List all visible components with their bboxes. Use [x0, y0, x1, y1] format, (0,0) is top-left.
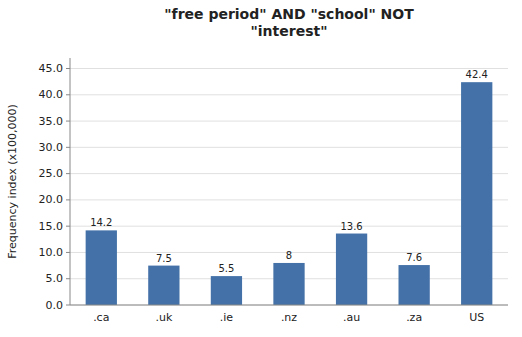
- grid-line: [70, 68, 508, 69]
- data-label: 8: [286, 250, 292, 261]
- y-tick: [66, 305, 70, 306]
- y-tick-label: 15.0: [39, 220, 64, 233]
- y-tick: [66, 68, 70, 69]
- x-tick-label: .au: [343, 311, 360, 324]
- grid: [70, 69, 508, 305]
- grid-line: [70, 121, 508, 122]
- x-tick-label: .ca: [93, 311, 109, 324]
- data-label: 13.6: [340, 221, 362, 232]
- y-axis: 0.0 5.0 10.0 15.0 20.0 25.0 30.0 35.0 40.0 45.0: [39, 58, 71, 312]
- x-tick-label: .uk: [155, 311, 172, 324]
- bar: [211, 276, 242, 305]
- grid-line: [70, 199, 508, 200]
- grid-line: [70, 226, 508, 227]
- y-tick-label: 45.0: [39, 62, 64, 75]
- x-axis: .ca .uk .ie .nz .au .za US: [70, 305, 508, 324]
- x-axis-line: [70, 305, 508, 306]
- y-tick: [66, 278, 70, 279]
- bar: [273, 263, 304, 305]
- y-tick-label: 40.0: [39, 88, 64, 101]
- y-tick-label: 35.0: [39, 115, 64, 128]
- y-tick-label: 10.0: [39, 246, 64, 259]
- grid-line: [70, 94, 508, 95]
- bar: [336, 234, 367, 305]
- y-axis-line: [70, 58, 71, 305]
- y-tick-label: 30.0: [39, 141, 64, 154]
- bars: [86, 82, 493, 305]
- y-tick-label: 20.0: [39, 193, 64, 206]
- y-tick-label: 0.0: [46, 299, 64, 312]
- y-tick: [66, 173, 70, 174]
- y-tick: [66, 226, 70, 227]
- bar: [148, 266, 179, 305]
- y-axis-label: Frequency index (x100,000): [6, 104, 19, 259]
- data-label: 7.6: [406, 252, 422, 263]
- y-tick: [66, 252, 70, 253]
- y-tick: [66, 94, 70, 95]
- y-tick-label: 5.0: [46, 272, 64, 285]
- data-label: 14.2: [90, 217, 112, 228]
- x-tick-label: .za: [406, 311, 422, 324]
- title: "free period" AND "school" NOT"interest": [164, 6, 414, 39]
- grid-line: [70, 147, 508, 148]
- y-tick-label: 25.0: [39, 167, 64, 180]
- bar: [461, 82, 492, 305]
- grid-line: [70, 173, 508, 174]
- chart-svg: 0.0 5.0 10.0 15.0 20.0 25.0 30.0 35.0 40.0 45.0 14…: [0, 0, 522, 337]
- y-tick: [66, 121, 70, 122]
- x-tick-label: US: [469, 311, 484, 324]
- grid-line: [70, 305, 508, 306]
- chart-container: 0.0 5.0 10.0 15.0 20.0 25.0 30.0 35.0 40.0 45.0 14…: [0, 0, 522, 337]
- bar: [399, 265, 430, 305]
- x-tick-label: .nz: [281, 311, 297, 324]
- data-label: 7.5: [156, 253, 172, 264]
- bar: [86, 230, 117, 305]
- data-label: 5.5: [218, 263, 234, 274]
- y-tick: [66, 199, 70, 200]
- data-labels: 14.2 7.5 5.5 8 13.6 7.6 42.4: [90, 69, 488, 274]
- x-tick-label: .ie: [220, 311, 234, 324]
- data-label: 42.4: [466, 69, 488, 80]
- y-tick: [66, 147, 70, 148]
